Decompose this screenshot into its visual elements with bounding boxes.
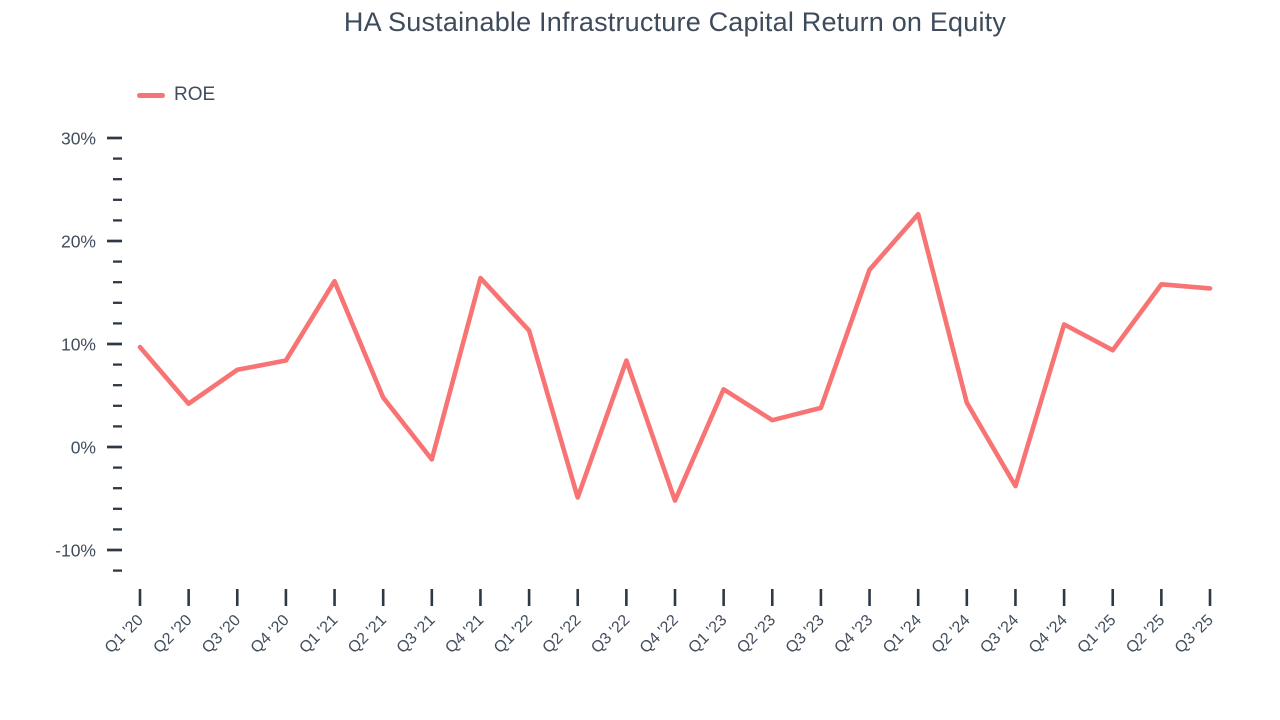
x-tick-label: Q4 '23 — [831, 612, 876, 657]
x-tick-label: Q1 '22 — [491, 612, 536, 657]
x-tick-label: Q2 '23 — [734, 612, 779, 657]
chart-title: HA Sustainable Infrastructure Capital Re… — [343, 7, 1007, 37]
x-tick-label: Q4 '22 — [637, 612, 682, 657]
x-tick-label: Q2 '24 — [929, 612, 974, 657]
x-tick-label: Q4 '24 — [1026, 612, 1071, 657]
x-tick-label: Q1 '21 — [296, 612, 341, 657]
roe-series-line — [137, 211, 1213, 503]
y-tick-label: 30% — [61, 129, 96, 149]
x-tick-label: Q1 '20 — [102, 612, 147, 657]
x-tick-label: Q1 '25 — [1075, 612, 1120, 657]
legend: ROE — [137, 84, 215, 106]
y-tick-label: 0% — [71, 438, 96, 458]
y-tick-label: -10% — [55, 541, 96, 561]
x-tick-label: Q2 '20 — [150, 612, 195, 657]
x-tick-label: Q3 '25 — [1172, 612, 1217, 657]
x-tick-label: Q3 '20 — [199, 612, 244, 657]
legend-label: ROE — [174, 84, 216, 105]
x-tick-label: Q2 '22 — [540, 612, 585, 657]
x-tick-label: Q1 '23 — [685, 612, 730, 657]
x-tick-label: Q4 '21 — [442, 612, 487, 657]
y-tick-label: 10% — [61, 335, 96, 355]
x-tick-label: Q2 '25 — [1123, 612, 1168, 657]
x-tick-label: Q3 '24 — [977, 612, 1022, 657]
x-tick-label: Q4 '20 — [248, 612, 293, 657]
x-tick-label: Q3 '22 — [588, 612, 633, 657]
y-tick-label: 20% — [61, 232, 96, 252]
x-axis: Q1 '20 Q2 '20 Q3 '20 Q4 '20 Q1 '21 Q2 '21 Q3 '… — [102, 589, 1217, 657]
x-tick-label: Q3 '23 — [783, 612, 828, 657]
legend-line-swatch — [137, 92, 165, 98]
x-tick-label: Q1 '24 — [880, 612, 925, 657]
x-tick-label: Q3 '21 — [394, 612, 439, 657]
x-tick-label: Q2 '21 — [345, 612, 390, 657]
y-axis: -10% 0% 10% 20% 30% — [55, 129, 122, 572]
